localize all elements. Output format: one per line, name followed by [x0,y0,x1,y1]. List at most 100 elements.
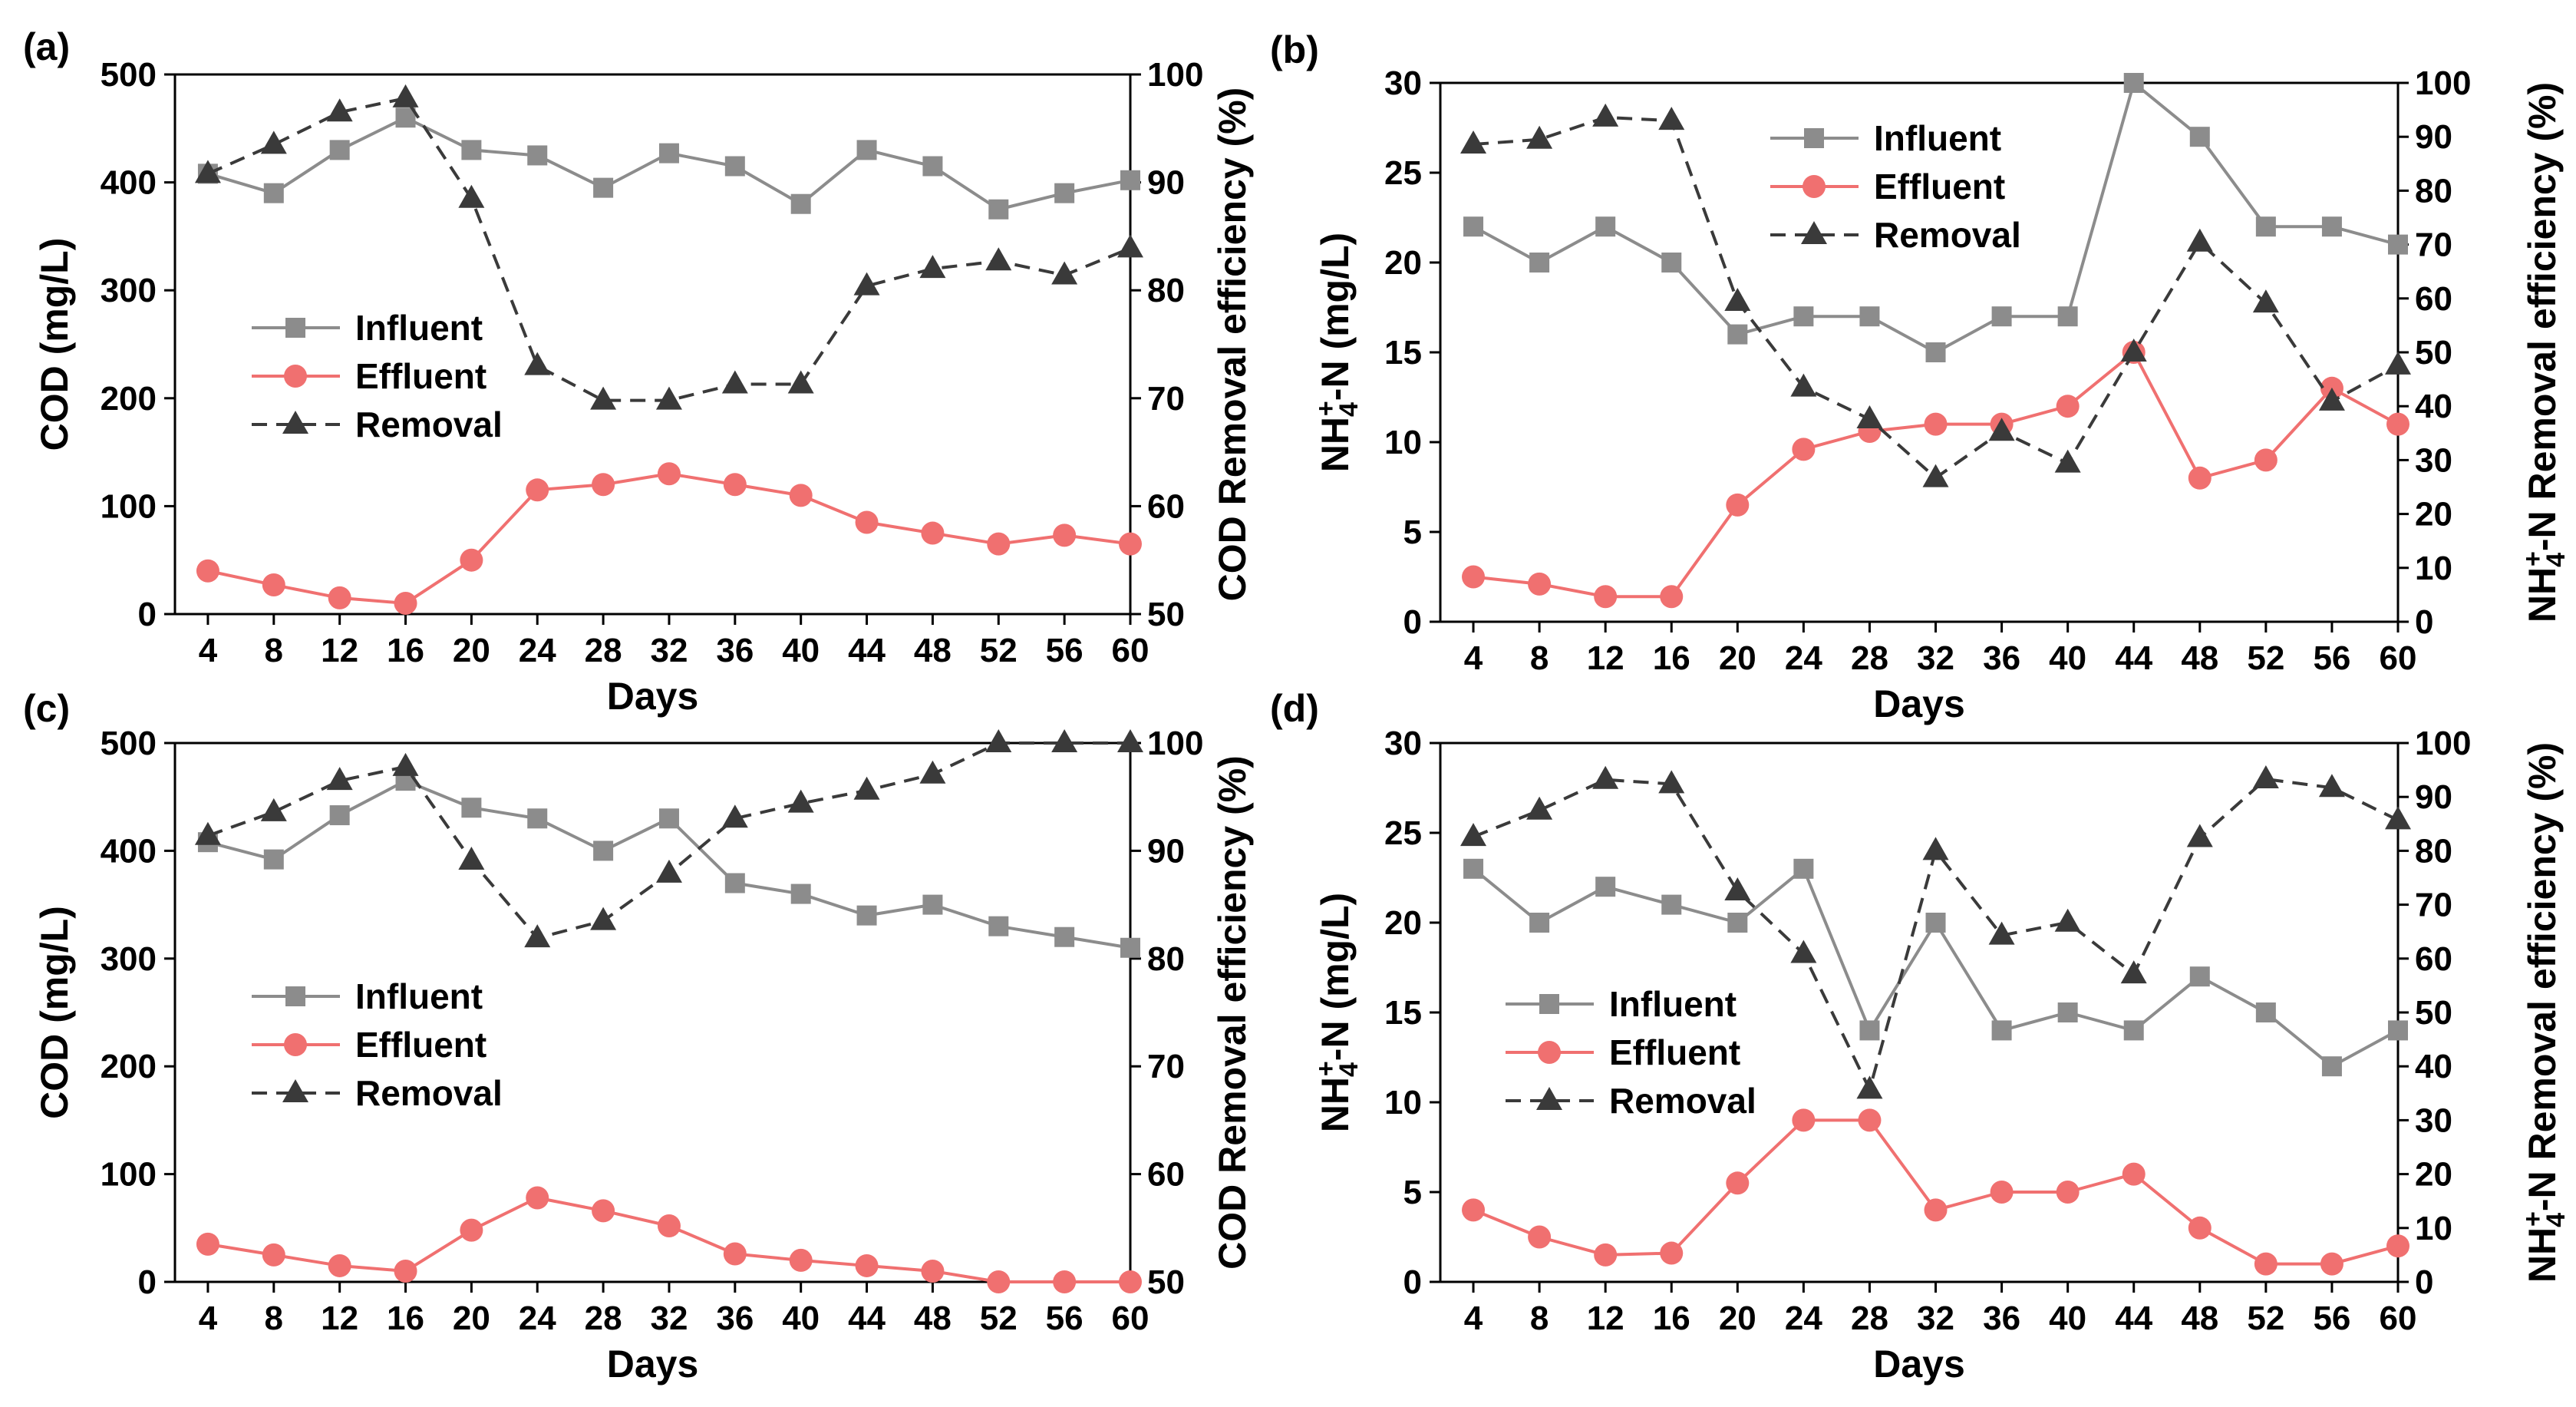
data-point [329,805,350,826]
data-point [2386,1234,2409,1258]
y-axis-title: NH4+-N (mg/L) [1311,893,1364,1132]
y2-tick-label: 50 [2415,334,2452,372]
data-point [1053,523,1077,547]
data-point [2318,774,2345,798]
data-point [394,1259,417,1283]
panel-label: (c) [23,687,70,730]
x-tick-label: 8 [1530,639,1549,677]
x-tick-label: 36 [716,632,754,669]
data-point [328,586,351,609]
data-point [524,924,551,948]
data-point [2120,339,2147,362]
data-point [2054,908,2081,932]
x-tick-label: 40 [782,632,820,669]
data-point [1526,125,1553,149]
x-tick-label: 16 [387,1300,424,1337]
y2-tick-label: 30 [2415,441,2452,479]
data-point [658,143,679,163]
data-point [1595,877,1616,897]
data-point [2388,234,2408,255]
x-tick-label: 20 [453,1300,490,1337]
x-tick-label: 40 [2049,1300,2086,1337]
data-point [1658,770,1685,794]
x-tick-label: 20 [453,632,490,669]
data-point [1988,418,2015,441]
series-removal [1460,103,2411,487]
y2-tick-label: 60 [1147,1156,1185,1194]
legend-label: Removal [1874,215,2021,255]
data-point [1922,837,1949,860]
y2-tick-label: 70 [2415,226,2452,264]
data-point [724,873,745,893]
data-point [1051,261,1078,285]
data-point [1462,1198,1486,1222]
data-point [1988,921,2015,945]
x-tick-label: 16 [387,632,424,669]
y2-axis-title: NH4+-N Removal efficiency (%) [2518,742,2571,1283]
data-point [1924,412,1948,436]
y-tick-label: 15 [1384,334,1422,372]
plot-frame [173,73,1132,616]
data-point [1119,1270,1142,1293]
data-point [1463,858,1484,879]
y-tick-label: 200 [101,1048,157,1085]
data-point [922,894,943,915]
legend-label: Influent [1609,984,1737,1024]
legend-label: Removal [355,1073,503,1113]
x-tick-label: 40 [2049,639,2086,677]
data-point [2252,289,2279,313]
legend: Influent Effluent Removal [252,976,503,1113]
y2-tick-label: 10 [2415,1210,2452,1247]
y-tick-label: 10 [1384,1084,1422,1121]
panel-label: (b) [1270,28,1319,71]
x-tick-label: 16 [1653,639,1690,677]
data-point [2123,1020,2144,1041]
data-point [526,1186,549,1210]
data-point [392,84,419,107]
x-tick-label: 24 [1785,1300,1822,1337]
data-point [329,140,350,160]
data-point [1991,1020,2012,1041]
data-point [1925,913,1946,933]
data-point [592,1199,615,1223]
data-point [1053,1270,1077,1293]
data-point [1054,183,1075,203]
data-point [855,1253,879,1277]
data-point [2120,960,2147,984]
y2-tick-label: 10 [2415,550,2452,587]
legend: Influent Effluent Removal [1770,118,2021,255]
x-tick-label: 56 [2313,1300,2350,1337]
data-point [1661,894,1682,915]
series-removal [194,84,1143,410]
data-point [2123,73,2144,93]
data-point [2320,1252,2343,1276]
chart-panel: (d)4 8 12 16 20 24 28 32 36 40 44 48 52 56 60Days05101… [1270,687,2571,1386]
data-point [724,156,745,177]
data-point [1119,532,1142,556]
y-tick-label: 100 [101,1156,157,1194]
data-point [723,473,747,497]
x-tick-label: 12 [321,632,358,669]
legend: Influent Effluent Removal [252,308,503,444]
y2-axis-title: COD Removal efficiency (%) [1211,88,1254,602]
data-point [1924,1198,1948,1222]
data-point [853,272,880,296]
data-point [263,849,284,870]
data-point [1858,1108,1882,1132]
y-tick-label: 100 [101,487,157,525]
data-point [196,559,219,583]
y2-tick-label: 20 [2415,1156,2452,1194]
y-tick-label: 15 [1384,994,1422,1032]
x-tick-label: 4 [1464,1300,1483,1337]
legend-label: Removal [355,405,503,444]
data-point [2318,387,2345,411]
series-line [207,116,1131,211]
data-point [1856,1075,1883,1099]
series-influent [1463,73,2408,362]
y2-tick-label: 70 [1147,1048,1185,1085]
data-point [1595,216,1616,237]
data-point [194,821,221,845]
legend-marker [1539,994,1559,1014]
data-point [1594,585,1618,609]
